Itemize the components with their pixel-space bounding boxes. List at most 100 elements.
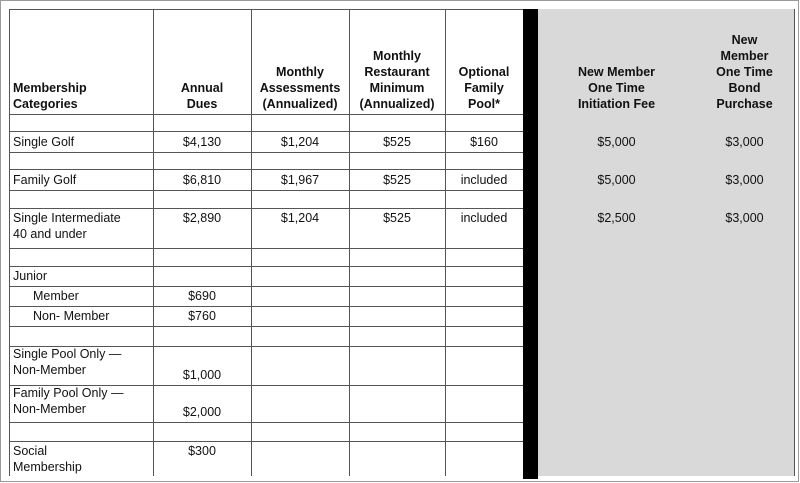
header-cell: Membership Categories bbox=[9, 9, 154, 115]
table-cell bbox=[538, 346, 696, 386]
spacer-cell bbox=[251, 190, 350, 209]
spacer-cell bbox=[445, 190, 524, 209]
table-cell: $5,000 bbox=[538, 169, 696, 191]
spacer-cell bbox=[695, 152, 795, 170]
table-cell: Family Golf bbox=[9, 169, 154, 191]
table-cell bbox=[695, 385, 795, 423]
spacer-cell bbox=[153, 152, 252, 170]
table-cell bbox=[695, 266, 795, 287]
spacer-cell bbox=[445, 152, 524, 170]
table-cell: included bbox=[445, 208, 524, 249]
spacer-cell bbox=[445, 422, 524, 442]
table-cell bbox=[445, 266, 524, 287]
table-cell: $4,130 bbox=[153, 131, 252, 153]
spacer-cell bbox=[153, 114, 252, 132]
spacer-cell bbox=[9, 248, 154, 267]
table-cell bbox=[349, 306, 446, 327]
spacer-cell bbox=[251, 326, 350, 347]
spacer-cell bbox=[695, 114, 795, 132]
spacer-cell bbox=[153, 326, 252, 347]
spacer-cell bbox=[9, 114, 154, 132]
spacer-cell bbox=[9, 326, 154, 347]
header-cell: New Member One Time Initiation Fee bbox=[538, 9, 696, 115]
spacer-cell bbox=[251, 114, 350, 132]
table-cell bbox=[538, 266, 696, 287]
spacer-cell bbox=[153, 190, 252, 209]
header-cell: Annual Dues bbox=[153, 9, 252, 115]
table-cell bbox=[445, 306, 524, 327]
spacer-cell bbox=[9, 190, 154, 209]
spacer-cell bbox=[153, 248, 252, 267]
table-cell bbox=[251, 441, 350, 476]
table-cell bbox=[445, 385, 524, 423]
header-cell: Optional Family Pool* bbox=[445, 9, 524, 115]
spacer-cell bbox=[538, 190, 696, 209]
spacer-cell bbox=[695, 326, 795, 347]
table-cell bbox=[251, 346, 350, 386]
spacer-cell bbox=[349, 114, 446, 132]
spacer-cell bbox=[251, 248, 350, 267]
table-cell: $3,000 bbox=[695, 208, 795, 249]
table-cell: $3,000 bbox=[695, 131, 795, 153]
spacer-cell bbox=[349, 422, 446, 442]
spacer-cell bbox=[695, 248, 795, 267]
table-cell: $2,890 bbox=[153, 208, 252, 249]
spacer-cell bbox=[349, 248, 446, 267]
table-cell: $5,000 bbox=[538, 131, 696, 153]
table-cell bbox=[538, 385, 696, 423]
table-cell bbox=[251, 286, 350, 307]
spacer-cell bbox=[445, 326, 524, 347]
spacer-cell bbox=[251, 422, 350, 442]
table-cell bbox=[445, 441, 524, 476]
spacer-cell bbox=[538, 326, 696, 347]
table-cell bbox=[538, 286, 696, 307]
header-cell: Monthly Restaurant Minimum (Annualized) bbox=[349, 9, 446, 115]
table-cell bbox=[251, 306, 350, 327]
table-cell: Non- Member bbox=[9, 306, 154, 327]
table-cell bbox=[349, 286, 446, 307]
table-cell: $1,204 bbox=[251, 208, 350, 249]
table-cell: $760 bbox=[153, 306, 252, 327]
table-cell bbox=[695, 286, 795, 307]
spacer-cell bbox=[251, 152, 350, 170]
table-cell: $525 bbox=[349, 131, 446, 153]
table-cell: $525 bbox=[349, 208, 446, 249]
table-cell: Single Golf bbox=[9, 131, 154, 153]
column-divider bbox=[523, 9, 538, 479]
table-cell bbox=[538, 306, 696, 327]
table-cell bbox=[251, 266, 350, 287]
spacer-cell bbox=[349, 190, 446, 209]
table-cell bbox=[445, 346, 524, 386]
table-cell: $1,000 bbox=[153, 346, 252, 386]
table-cell bbox=[349, 266, 446, 287]
header-cell: New Member One Time Bond Purchase bbox=[695, 9, 795, 115]
spacer-cell bbox=[695, 422, 795, 442]
table-cell: $2,000 bbox=[153, 385, 252, 423]
table-cell bbox=[538, 441, 696, 476]
spacer-cell bbox=[9, 152, 154, 170]
table-cell: $2,500 bbox=[538, 208, 696, 249]
table-cell bbox=[445, 286, 524, 307]
header-cell: Monthly Assessments (Annualized) bbox=[251, 9, 350, 115]
table-cell bbox=[695, 346, 795, 386]
spacer-cell bbox=[538, 114, 696, 132]
spacer-cell bbox=[538, 152, 696, 170]
table-cell: Member bbox=[9, 286, 154, 307]
table-cell: Social Membership bbox=[9, 441, 154, 476]
table-cell bbox=[695, 306, 795, 327]
table-cell bbox=[251, 385, 350, 423]
table-cell: $690 bbox=[153, 286, 252, 307]
spacer-cell bbox=[445, 114, 524, 132]
table-cell: $300 bbox=[153, 441, 252, 476]
spacer-cell bbox=[538, 422, 696, 442]
table-cell bbox=[349, 346, 446, 386]
table-cell: Single Intermediate 40 and under bbox=[9, 208, 154, 249]
table-cell bbox=[349, 441, 446, 476]
table-cell: Single Pool Only — Non-Member bbox=[9, 346, 154, 386]
table-border bbox=[9, 9, 794, 476]
table-cell: Family Pool Only — Non-Member bbox=[9, 385, 154, 423]
spacer-cell bbox=[349, 326, 446, 347]
table-cell: $3,000 bbox=[695, 169, 795, 191]
